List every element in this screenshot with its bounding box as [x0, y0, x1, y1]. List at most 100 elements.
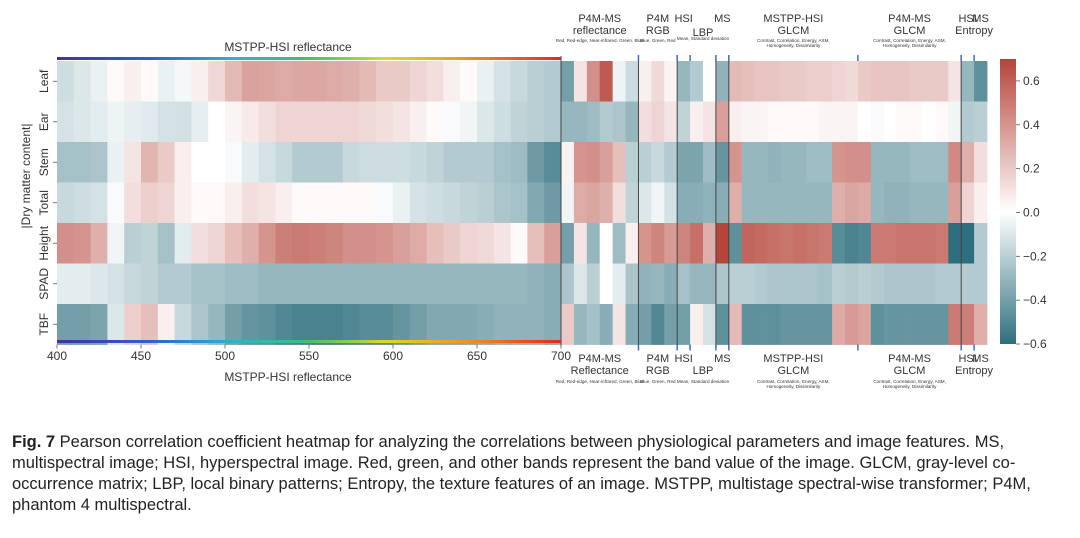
heatmap-cell: [225, 223, 243, 264]
heatmap-cell: [819, 223, 833, 264]
heatmap-cell: [780, 304, 794, 345]
heatmap-cell: [573, 142, 588, 183]
heatmap-cell: [275, 263, 293, 305]
heatmap-cell: [961, 223, 975, 264]
heatmap-cell: [292, 223, 310, 264]
heatmap-cell: [241, 304, 259, 345]
heatmap-cell: [974, 142, 988, 183]
heatmap-cell: [612, 142, 626, 183]
heatmap-cell: [793, 263, 807, 305]
heatmap-cell: [935, 263, 949, 305]
group-label-top: HSI: [674, 13, 692, 25]
heatmap-cell: [780, 182, 794, 224]
heatmap-cell: [664, 61, 678, 102]
heatmap-cell: [73, 182, 91, 224]
row-label: SPAD: [37, 268, 51, 300]
heatmap-cell: [342, 223, 360, 264]
heatmap-cell: [974, 304, 988, 345]
heatmap-cell: [599, 223, 614, 264]
heatmap-cell: [292, 101, 310, 143]
heatmap-cell: [677, 263, 691, 305]
heatmap-cell: [703, 101, 717, 143]
heatmap-cell: [157, 101, 175, 143]
heatmap-cell: [806, 182, 820, 224]
heatmap-cell: [90, 223, 108, 264]
heatmap-cell: [174, 263, 192, 305]
heatmap-cell: [922, 142, 936, 183]
heatmap-cell: [561, 182, 575, 224]
heatmap-cell: [191, 263, 209, 305]
heatmap-cell: [922, 101, 936, 143]
heatmap-cell: [767, 61, 781, 102]
heatmap-cell: [241, 142, 259, 183]
spectral-label-bottom: MSTPP-HSI reflectance: [224, 370, 352, 384]
heatmap-cell: [573, 263, 588, 305]
heatmap-cell: [586, 304, 601, 345]
heatmap-cell: [510, 61, 528, 102]
heatmap-cell: [754, 182, 768, 224]
heatmap-cell: [832, 142, 846, 183]
heatmap-cell: [974, 182, 988, 224]
x-tick-label: 400: [47, 349, 67, 363]
colorbar-tick-label: 0.6: [1023, 74, 1040, 88]
group-desc-top: Contrast, Correlation, Energy, ASM, Homog…: [873, 38, 946, 48]
heatmap-cell: [493, 142, 511, 183]
heatmap-cell: [275, 61, 293, 102]
heatmap-cell: [141, 223, 159, 264]
heatmap-cell: [741, 304, 756, 345]
heatmap-cell: [258, 223, 276, 264]
heatmap-cell: [793, 61, 807, 102]
heatmap-cell: [225, 101, 243, 143]
group-desc-top: Contrast, Correlation, Energy, ASM, Homog…: [757, 38, 830, 48]
heatmap-cell: [573, 61, 588, 102]
colorbar-tick-label: 0.4: [1023, 118, 1040, 132]
heatmap-cell: [651, 182, 665, 224]
heatmap-cell: [870, 182, 885, 224]
heatmap-cell: [845, 61, 859, 102]
heatmap-cell: [342, 61, 360, 102]
group-desc-bottom: Mean, Standard deviation: [677, 379, 730, 384]
heatmap-cell: [208, 223, 226, 264]
heatmap-cell: [612, 182, 626, 224]
heatmap-cell: [393, 304, 411, 345]
heatmap-cell: [664, 142, 678, 183]
heatmap-cell: [793, 101, 807, 143]
heatmap-cell: [638, 223, 652, 264]
heatmap-cell: [832, 182, 846, 224]
heatmap-cell: [664, 304, 678, 345]
row-group-label: |Dry matter content|: [19, 124, 33, 229]
heatmap-cell: [690, 182, 704, 224]
group-label-bottom: MSTPP-HSI GLCM: [763, 353, 823, 377]
heatmap-cell: [57, 142, 75, 183]
heatmap-cell: [857, 101, 872, 143]
heatmap-cell: [510, 304, 528, 345]
heatmap-cell: [638, 182, 652, 224]
group-label-top: MS: [972, 13, 989, 25]
heatmap-cell: [107, 223, 125, 264]
heatmap-cell: [845, 182, 859, 224]
heatmap-cell: [409, 101, 427, 143]
heatmap-cell: [409, 142, 427, 183]
heatmap-cell: [107, 61, 125, 102]
heatmap-cell: [359, 223, 377, 264]
heatmap-cell: [625, 182, 639, 224]
heatmap-cell: [845, 223, 859, 264]
heatmap-cell: [728, 263, 743, 305]
heatmap-cell: [477, 61, 495, 102]
heatmap-cell: [935, 142, 949, 183]
group-label-top: HSI: [958, 13, 976, 25]
heatmap-cell: [174, 142, 192, 183]
heatmap-cell: [208, 263, 226, 305]
heatmap-cell: [573, 101, 588, 143]
heatmap-cell: [625, 142, 639, 183]
heatmap-cell: [376, 304, 394, 345]
group-label-top: MS: [714, 13, 731, 25]
heatmap-cell: [612, 263, 626, 305]
heatmap-cell: [625, 304, 639, 345]
heatmap-cell: [208, 142, 226, 183]
heatmap-cell: [359, 142, 377, 183]
heatmap-cell: [819, 263, 833, 305]
heatmap-cell: [690, 263, 704, 305]
heatmap-cell: [690, 61, 704, 102]
heatmap-cell: [157, 182, 175, 224]
